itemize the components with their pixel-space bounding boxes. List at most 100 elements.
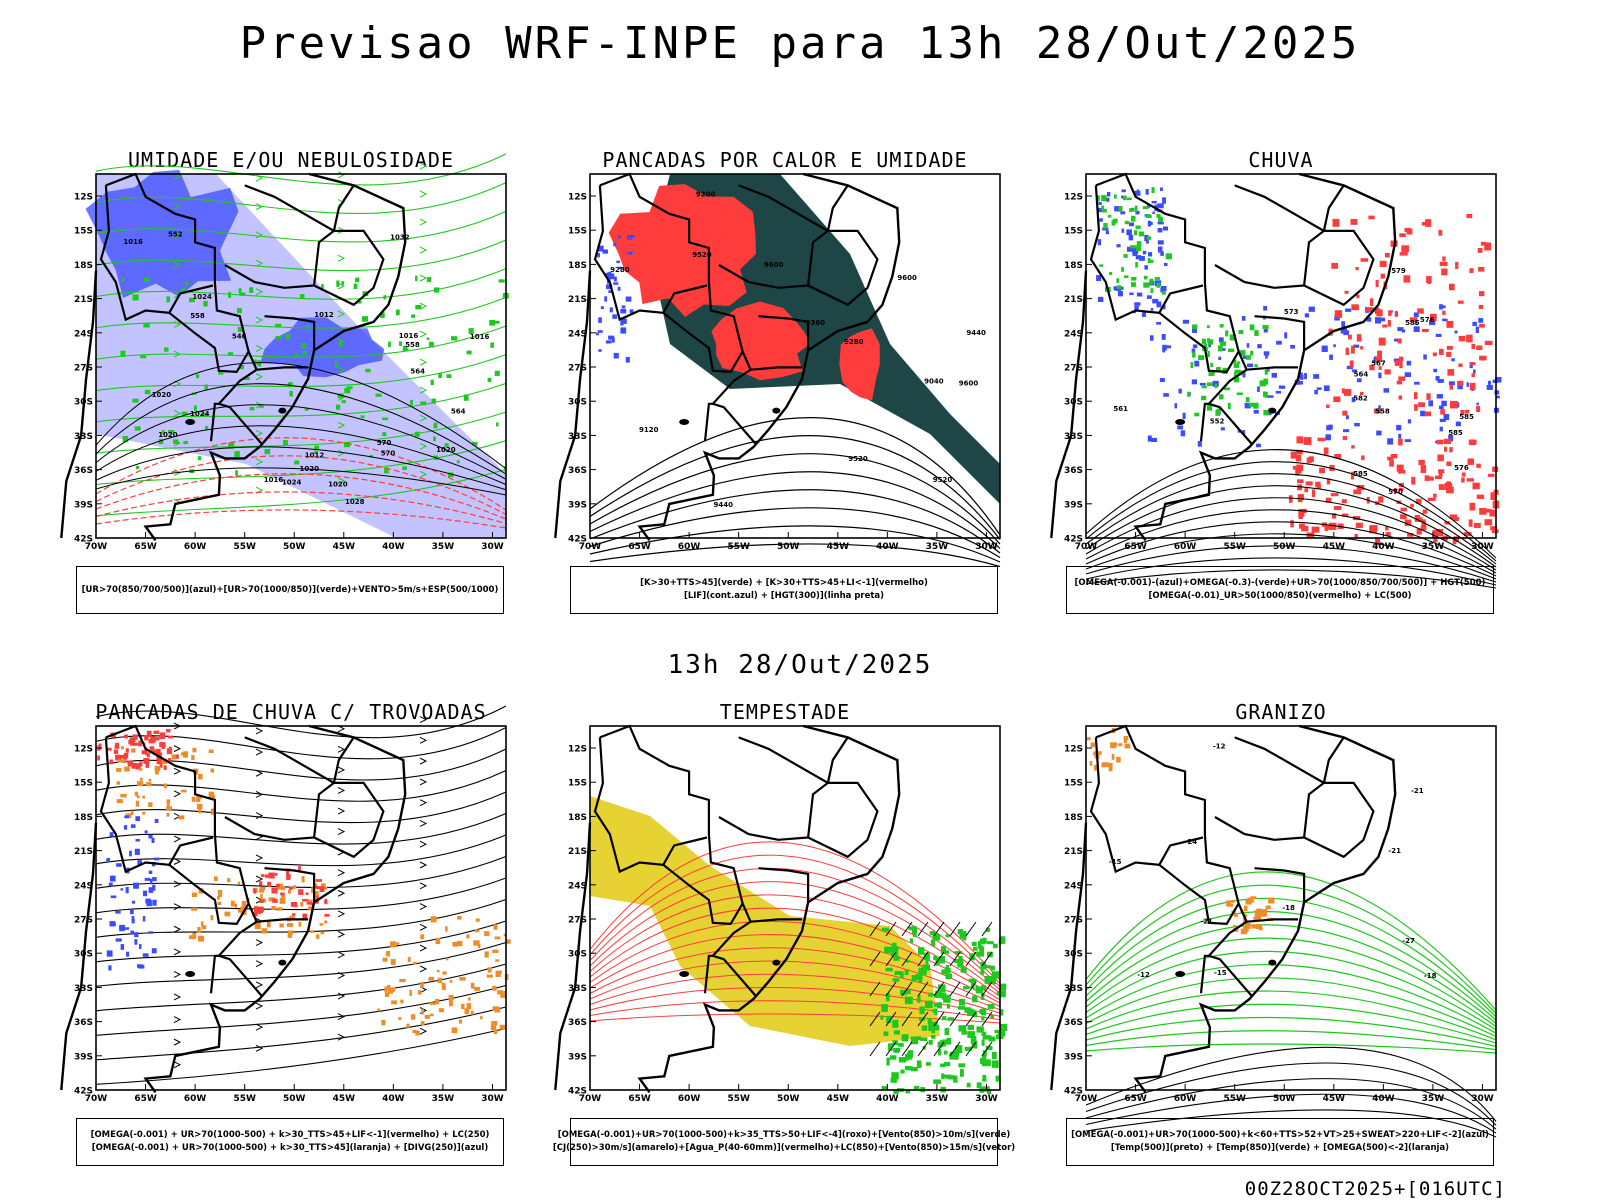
wind-arrow bbox=[419, 736, 428, 744]
wind-850-area bbox=[917, 995, 921, 1003]
wind-850-area bbox=[970, 1035, 977, 1044]
omega-500-area bbox=[1258, 927, 1263, 931]
omega-area bbox=[1141, 312, 1146, 317]
rain-area bbox=[1477, 248, 1483, 253]
contour-label: 576 bbox=[1454, 464, 1469, 472]
lon-label: 40W bbox=[382, 1094, 405, 1104]
low-humidity-contour bbox=[431, 398, 436, 404]
rain-area bbox=[1333, 506, 1342, 510]
omega-area bbox=[1134, 302, 1141, 306]
rain-area bbox=[1426, 393, 1431, 400]
rain-area bbox=[1398, 438, 1403, 446]
low-humidity-contour bbox=[365, 368, 371, 373]
shower-area bbox=[196, 797, 201, 803]
lat-label: 33S bbox=[74, 432, 93, 442]
shower-area bbox=[119, 759, 126, 763]
shower-area bbox=[430, 916, 437, 923]
wind-850-area bbox=[981, 1055, 987, 1062]
low-humidity-contour bbox=[289, 390, 293, 397]
map-frame bbox=[1085, 173, 1497, 539]
omega-area bbox=[1299, 372, 1303, 378]
low-humidity-contour bbox=[161, 430, 165, 434]
low-humidity-contour bbox=[121, 277, 125, 282]
omega-area bbox=[1134, 190, 1141, 196]
contour-label: 1020 bbox=[436, 446, 456, 454]
low-humidity-contour bbox=[336, 280, 340, 287]
omega-strong-area bbox=[1142, 206, 1149, 210]
wind-850-area bbox=[994, 1029, 999, 1034]
wind-vector bbox=[917, 951, 929, 967]
thunderstorm-area bbox=[166, 729, 171, 733]
rain-area bbox=[1398, 395, 1403, 400]
rain-area bbox=[1415, 498, 1422, 504]
lagoa-mark bbox=[1268, 959, 1277, 966]
wind-arrow bbox=[419, 330, 428, 338]
wind-850-area bbox=[988, 1036, 996, 1042]
wind-850-area bbox=[906, 959, 910, 963]
lon-label: 60W bbox=[678, 542, 701, 552]
lat-label: 36S bbox=[568, 466, 587, 476]
wind-vector bbox=[901, 1011, 913, 1027]
omega-area bbox=[1096, 275, 1102, 282]
lifted-index-contour bbox=[604, 296, 608, 302]
lon-label: 65W bbox=[1124, 542, 1147, 552]
lat-label: 24S bbox=[1064, 329, 1083, 339]
divergence-area bbox=[134, 932, 139, 938]
omega-strong-area bbox=[1138, 231, 1145, 237]
low-humidity-contour bbox=[321, 284, 324, 289]
wind-vector bbox=[981, 951, 993, 967]
omega-area bbox=[1428, 400, 1434, 407]
omega-area bbox=[1435, 333, 1442, 337]
omega-strong-area bbox=[1190, 362, 1194, 369]
country-border bbox=[1254, 867, 1306, 903]
omega-500-area bbox=[1251, 924, 1258, 929]
country-border bbox=[1089, 737, 1204, 874]
temperature-850-contour bbox=[1085, 1030, 1497, 1051]
streamline bbox=[95, 984, 507, 1036]
omega-area bbox=[1439, 418, 1446, 423]
rain-area bbox=[1378, 366, 1382, 370]
rain-area bbox=[1478, 304, 1484, 309]
wind-vector bbox=[869, 1041, 881, 1057]
thunderstorm-area bbox=[166, 748, 173, 755]
wind-850-area bbox=[946, 1003, 951, 1009]
shower-area bbox=[308, 906, 314, 911]
omega-strong-area bbox=[1151, 187, 1155, 194]
low-humidity-contour bbox=[402, 345, 408, 351]
country-border bbox=[264, 867, 316, 903]
shower-area bbox=[307, 899, 312, 904]
wind-vector bbox=[949, 951, 961, 967]
wind-850-area bbox=[980, 985, 986, 990]
rain-area bbox=[1449, 514, 1458, 519]
wind-850-area bbox=[991, 971, 1000, 979]
thunderstorm-area bbox=[267, 881, 272, 888]
shower-area bbox=[124, 766, 130, 772]
wind-vector bbox=[933, 1041, 945, 1057]
low-humidity-contour bbox=[235, 470, 238, 476]
shower-area bbox=[445, 926, 448, 932]
contour-label: -12 bbox=[1213, 742, 1226, 750]
lat-label: 33S bbox=[74, 984, 93, 994]
country-border bbox=[1089, 185, 1204, 322]
omega-area bbox=[1457, 385, 1463, 390]
wind-850-area bbox=[928, 1040, 933, 1045]
divergence-area bbox=[131, 900, 136, 904]
divergence-area bbox=[137, 860, 143, 865]
omega-area bbox=[1256, 443, 1261, 448]
shower-area bbox=[420, 981, 424, 988]
wind-arrow bbox=[419, 861, 428, 869]
omega-strong-area bbox=[1143, 282, 1150, 288]
rain-area bbox=[1326, 478, 1331, 485]
wind-850-area bbox=[905, 1089, 911, 1094]
wind-850-area bbox=[945, 967, 951, 974]
lat-label: 18S bbox=[1064, 261, 1083, 271]
lon-label: 35W bbox=[432, 542, 455, 552]
wind-850-area bbox=[907, 1052, 912, 1060]
lon-label: 65W bbox=[1124, 1094, 1147, 1104]
wind-850-area bbox=[987, 1004, 995, 1009]
lon-label: 40W bbox=[382, 542, 405, 552]
contour-label: 9280 bbox=[844, 338, 864, 346]
rain-area bbox=[1373, 408, 1382, 414]
rain-area bbox=[1396, 380, 1403, 385]
